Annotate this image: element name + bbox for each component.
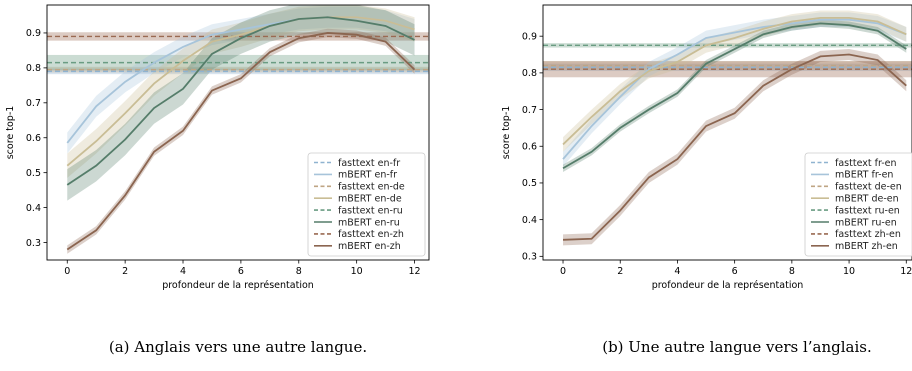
x-tick-label: 6 xyxy=(238,266,244,277)
x-axis-label: profondeur de la représentation xyxy=(162,280,314,291)
y-tick-label: 0.8 xyxy=(26,63,41,74)
band-mBERT-fr-en xyxy=(563,12,907,167)
x-tick-label: 8 xyxy=(789,266,795,277)
x-tick-label: 8 xyxy=(296,266,302,277)
legend-label-mBERT-en-fr: mBERT en-fr xyxy=(338,170,397,181)
x-tick-label: 2 xyxy=(122,266,128,277)
band-fasttext-en-zh xyxy=(47,32,429,41)
y-tick-label: 0.9 xyxy=(26,28,41,39)
x-ticks: 0 2 4 6 8 10 12 xyxy=(560,260,912,277)
y-tick-label: 0.3 xyxy=(522,252,537,263)
legend-label-mBERT-en-zh: mBERT en-zh xyxy=(338,241,401,252)
x-tick-label: 10 xyxy=(843,266,855,277)
legend-label-fasttext-en-de: fasttext en-de xyxy=(338,182,405,193)
line-mBERT-zh-en xyxy=(562,53,907,241)
legend-label-fasttext-en-ru: fasttext en-ru xyxy=(338,205,403,216)
legend-label-fasttext-en-fr: fasttext en-fr xyxy=(338,158,400,169)
y-tick-label: 0.5 xyxy=(26,168,41,179)
plot-frame xyxy=(542,4,912,261)
baseline-lines xyxy=(543,44,912,70)
x-tick-label: 10 xyxy=(351,266,363,277)
legend-label-mBERT-en-ru: mBERT en-ru xyxy=(338,217,400,228)
line-mBERT-fr-en xyxy=(562,18,907,160)
y-tick-label: 0.5 xyxy=(522,178,537,189)
y-tick-label: 0.8 xyxy=(522,68,537,79)
legend-box xyxy=(307,152,426,257)
band-fasttext-en-fr xyxy=(47,68,429,75)
x-tick-label: 0 xyxy=(560,266,566,277)
legend-label-fasttext-de-en: fasttext de-en xyxy=(835,182,902,193)
band-fasttext-en-ru xyxy=(47,54,429,71)
y-tick-label: 0.7 xyxy=(522,105,537,116)
legend-label-fasttext-fr-en: fasttext fr-en xyxy=(835,158,897,169)
y-tick-label: 0.7 xyxy=(26,98,41,109)
legend-box xyxy=(804,152,912,257)
plot-frame xyxy=(46,4,430,261)
series-lines xyxy=(66,16,416,251)
legend-label-mBERT-zh-en: mBERT zh-en xyxy=(835,241,898,252)
caption: (a) Anglais vers une autre langue. xyxy=(109,338,367,356)
line-mBERT-en-ru xyxy=(66,16,415,186)
legend-label-mBERT-ru-en: mBERT ru-en xyxy=(835,217,897,228)
legend-label-fasttext-ru-en: fasttext ru-en xyxy=(835,205,900,216)
band-fasttext-en-de xyxy=(47,66,429,73)
x-tick-label: 4 xyxy=(674,266,680,277)
legend-label-fasttext-zh-en: fasttext zh-en xyxy=(835,229,901,240)
x-tick-label: 0 xyxy=(64,266,70,277)
x-axis-label: profondeur de la représentation xyxy=(652,280,804,291)
chart-panel-b: 0 2 4 6 8 10 12 0.3 0.4 0.5 0.6 0.7 0.8 0.9 profonde… xyxy=(501,4,912,356)
x-tick-label: 6 xyxy=(732,266,738,277)
x-tick-label: 12 xyxy=(408,266,420,277)
y-tick-label: 0.4 xyxy=(26,203,41,214)
y-tick-label: 0.6 xyxy=(522,142,537,153)
y-tick-label: 0.9 xyxy=(522,31,537,42)
legend-label-mBERT-fr-en: mBERT fr-en xyxy=(835,170,893,181)
y-ticks: 0.3 0.4 0.5 0.6 0.7 0.8 0.9 xyxy=(26,28,47,249)
caption: (b) Une autre langue vers l’anglais. xyxy=(602,338,872,356)
x-tick-label: 12 xyxy=(900,266,912,277)
line-mBERT-en-zh xyxy=(66,32,416,251)
x-ticks: 0 2 4 6 8 10 12 xyxy=(64,260,421,277)
x-tick-label: 2 xyxy=(617,266,623,277)
band-mBERT-ru-en xyxy=(563,19,907,172)
legend-label-fasttext-en-zh: fasttext en-zh xyxy=(338,229,404,240)
line-mBERT-en-de xyxy=(66,16,415,167)
y-tick-label: 0.3 xyxy=(26,238,41,249)
y-tick-label: 0.6 xyxy=(26,133,41,144)
legend-label-mBERT-en-de: mBERT en-de xyxy=(338,194,402,205)
legend-label-mBERT-de-en: mBERT de-en xyxy=(835,194,899,205)
y-tick-label: 0.4 xyxy=(522,215,537,226)
y-ticks: 0.3 0.4 0.5 0.6 0.7 0.8 0.9 xyxy=(522,31,543,263)
line-mBERT-ru-en xyxy=(562,22,907,170)
x-tick-label: 4 xyxy=(180,266,186,277)
band-mBERT-en-de xyxy=(67,5,415,178)
y-axis-label: score top-1 xyxy=(501,106,512,160)
series-lines xyxy=(562,16,907,241)
line-mBERT-de-en xyxy=(562,16,907,146)
chart-panel-a: 0 2 4 6 8 10 12 0.3 0.4 0.5 0.6 0.7 0.8 0.9 profonde… xyxy=(5,4,430,356)
y-axis-label: score top-1 xyxy=(5,106,16,160)
